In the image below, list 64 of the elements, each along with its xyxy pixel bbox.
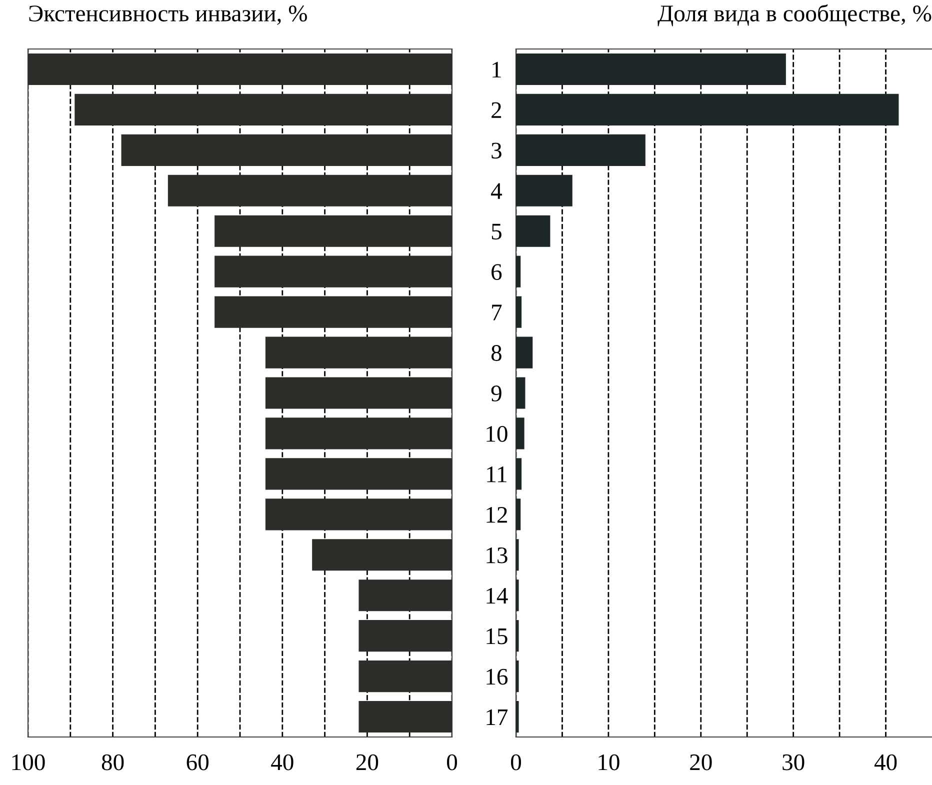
bar xyxy=(516,134,646,166)
x-tick-label: 40 xyxy=(874,754,897,770)
y-tick-label: 8 xyxy=(491,345,502,361)
bar xyxy=(516,458,522,490)
y-tick-label: 13 xyxy=(486,547,508,564)
x-tick-label: 30 xyxy=(782,754,804,770)
y-tick-label: 10 xyxy=(486,426,508,442)
bar xyxy=(516,418,524,450)
y-tick-label: 14 xyxy=(486,588,508,604)
bar xyxy=(265,498,452,530)
bar xyxy=(516,660,519,692)
bar xyxy=(516,700,519,733)
y-tick-label: 7 xyxy=(492,304,502,320)
bar xyxy=(358,580,452,612)
bar xyxy=(265,336,452,368)
bar xyxy=(516,620,519,652)
bar xyxy=(74,94,452,126)
y-tick-label: 2 xyxy=(492,102,502,118)
y-tick-label: 9 xyxy=(491,386,502,402)
bar xyxy=(516,377,526,409)
y-tick-label: 15 xyxy=(486,628,508,644)
bar xyxy=(358,660,452,692)
x-tick-label: 0 xyxy=(446,754,458,770)
bar xyxy=(358,620,452,652)
bar xyxy=(265,458,452,490)
y-tick-label: 12 xyxy=(486,506,507,523)
bar xyxy=(214,256,452,288)
bar xyxy=(312,539,452,571)
x-tick-label: 10 xyxy=(598,754,620,770)
bar xyxy=(516,498,521,530)
x-tick-label: 20 xyxy=(690,754,712,770)
bar xyxy=(516,256,521,288)
bar xyxy=(28,53,452,86)
bar xyxy=(358,700,452,733)
bar xyxy=(214,215,452,247)
bar xyxy=(516,296,522,328)
bar xyxy=(516,94,899,126)
x-tick-label: 0 xyxy=(510,754,522,770)
chart-title: Экстенсивность инвазии, % xyxy=(29,6,307,25)
x-tick-label: 20 xyxy=(356,754,378,770)
y-tick-label: 5 xyxy=(492,224,502,240)
bar xyxy=(516,336,533,368)
y-tick-label: 3 xyxy=(492,142,502,159)
y-tick-label: 11 xyxy=(487,466,506,482)
bar xyxy=(168,174,452,206)
x-tick-label: 40 xyxy=(271,754,294,770)
bar xyxy=(121,134,452,166)
bar xyxy=(516,53,786,86)
bar xyxy=(265,377,452,409)
bar xyxy=(516,539,519,571)
bar xyxy=(214,296,452,328)
bar xyxy=(265,418,452,450)
chart-title: Доля вида в сообществе, % xyxy=(658,4,932,26)
x-tick-label: 80 xyxy=(102,754,124,770)
bar xyxy=(516,215,550,247)
y-tick-label: 6 xyxy=(492,264,502,280)
x-tick-label: 100 xyxy=(12,754,45,770)
bar xyxy=(516,174,572,206)
y-tick-label: 4 xyxy=(491,183,502,199)
x-tick-label: 60 xyxy=(186,754,209,770)
bar xyxy=(516,580,519,612)
y-tick-label: 17 xyxy=(486,709,508,725)
y-tick-label: 1 xyxy=(492,62,501,78)
y-tick-label: 16 xyxy=(486,668,508,685)
